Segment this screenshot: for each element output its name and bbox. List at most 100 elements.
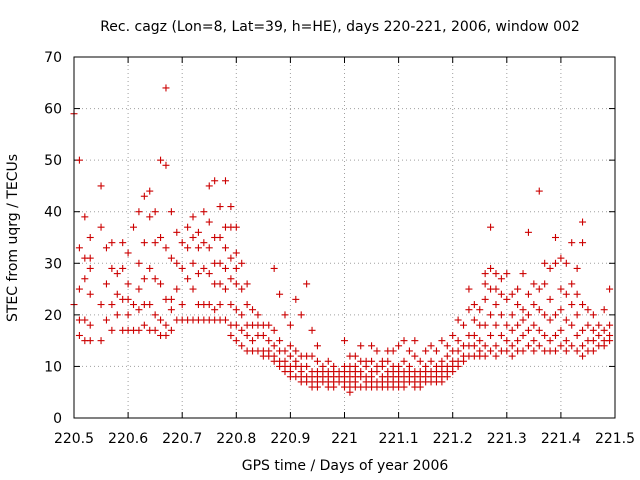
data-point xyxy=(108,239,116,247)
data-point xyxy=(514,301,522,309)
data-point xyxy=(157,156,165,164)
data-point xyxy=(102,280,110,288)
x-tick-labels: 220.5 220.6 220.7 220.8 220.9 221 221.1 221.2 22… xyxy=(54,431,635,447)
data-point xyxy=(270,264,278,272)
data-point xyxy=(524,326,532,334)
data-point xyxy=(508,352,516,360)
data-point xyxy=(460,321,468,329)
data-point xyxy=(130,223,138,231)
data-point xyxy=(238,326,246,334)
data-point xyxy=(189,213,197,221)
data-point xyxy=(75,156,83,164)
data-point xyxy=(113,311,121,319)
data-point xyxy=(324,357,332,365)
data-point xyxy=(530,347,538,355)
data-point xyxy=(173,228,181,236)
data-point xyxy=(443,352,451,360)
data-point xyxy=(508,342,516,350)
data-point xyxy=(546,264,554,272)
y-tick-label: 40 xyxy=(44,205,62,221)
data-point xyxy=(551,347,559,355)
data-point xyxy=(449,331,457,339)
data-point xyxy=(221,316,229,324)
data-point xyxy=(173,285,181,293)
data-point xyxy=(460,357,468,365)
data-point xyxy=(178,239,186,247)
x-tick-label: 221.5 xyxy=(595,431,635,447)
y-tick-label: 10 xyxy=(44,359,62,375)
data-point xyxy=(579,239,587,247)
data-point xyxy=(557,342,565,350)
data-point xyxy=(108,264,116,272)
data-point xyxy=(481,295,489,303)
data-point xyxy=(286,352,294,360)
data-point xyxy=(124,280,132,288)
data-point xyxy=(151,326,159,334)
data-point xyxy=(584,306,592,314)
data-point xyxy=(595,321,603,329)
data-point xyxy=(438,337,446,345)
data-point xyxy=(524,311,532,319)
data-point xyxy=(557,306,565,314)
data-point xyxy=(135,306,143,314)
data-point xyxy=(514,285,522,293)
data-point xyxy=(330,383,338,391)
data-point xyxy=(427,342,435,350)
data-point xyxy=(211,177,219,185)
data-point xyxy=(438,378,446,386)
data-point xyxy=(530,280,538,288)
data-point xyxy=(232,223,240,231)
data-point xyxy=(541,311,549,319)
data-point xyxy=(519,270,527,278)
x-tick-label: 221.1 xyxy=(379,431,419,447)
data-point xyxy=(487,311,495,319)
data-point xyxy=(454,337,462,345)
data-point xyxy=(470,331,478,339)
data-point xyxy=(194,270,202,278)
data-point xyxy=(140,275,148,283)
data-point xyxy=(454,362,462,370)
data-point xyxy=(465,285,473,293)
data-point xyxy=(551,259,559,267)
data-point xyxy=(546,337,554,345)
data-point xyxy=(346,388,354,396)
data-point xyxy=(389,347,397,355)
data-point xyxy=(157,234,165,241)
data-point xyxy=(411,337,419,345)
data-point xyxy=(281,311,289,319)
data-point xyxy=(524,228,532,236)
data-point xyxy=(249,306,257,314)
data-point xyxy=(184,223,192,231)
data-point xyxy=(606,285,614,293)
data-point xyxy=(573,347,581,355)
data-point xyxy=(86,290,94,298)
data-point xyxy=(167,306,175,314)
data-point xyxy=(546,316,554,324)
data-point xyxy=(135,208,143,216)
data-point xyxy=(243,301,251,309)
data-point xyxy=(562,290,570,298)
data-point xyxy=(227,301,235,309)
data-point xyxy=(562,337,570,345)
data-point xyxy=(492,301,500,309)
data-point xyxy=(86,264,94,272)
data-point xyxy=(384,357,392,365)
data-point xyxy=(568,301,576,309)
data-point xyxy=(535,187,543,195)
data-point xyxy=(200,239,208,247)
data-point xyxy=(232,264,240,272)
data-point xyxy=(443,342,451,350)
data-point xyxy=(146,187,154,195)
data-point xyxy=(108,326,116,334)
data-point xyxy=(227,203,235,211)
data-point xyxy=(481,321,489,329)
data-point xyxy=(205,244,213,252)
data-point xyxy=(584,321,592,329)
data-point xyxy=(151,311,159,319)
data-point xyxy=(519,306,527,314)
data-point xyxy=(200,208,208,216)
data-point xyxy=(238,259,246,267)
data-point xyxy=(400,383,408,391)
data-point xyxy=(551,234,559,241)
data-point xyxy=(535,285,543,293)
